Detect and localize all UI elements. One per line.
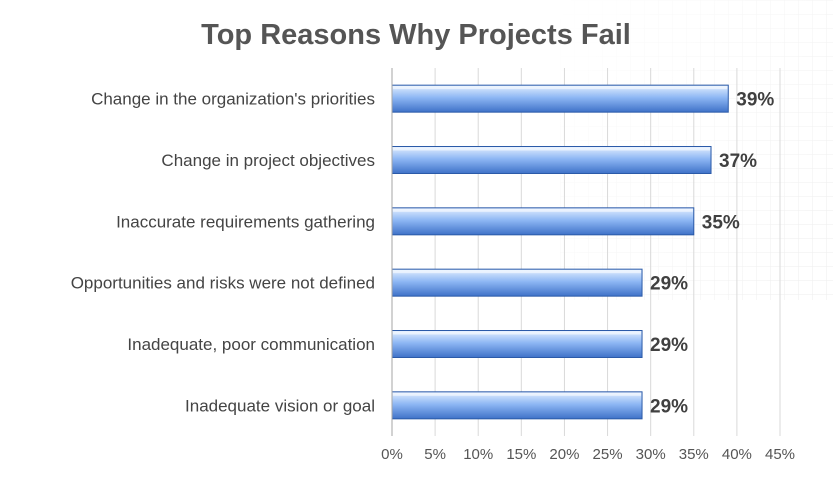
bar-highlight	[393, 86, 728, 90]
bar	[391, 146, 712, 174]
x-tick-label: 15%	[506, 446, 536, 463]
value-labels: 39% 37% 35% 29% 29% 29%	[650, 90, 774, 418]
category-label: Inaccurate requirements gathering	[116, 212, 375, 231]
data-label: 29%	[650, 396, 688, 417]
x-axis-tick-labels: 0% 5% 10% 15% 20% 25% 30% 35% 40% 45%	[381, 446, 795, 463]
bar-highlight	[393, 208, 693, 212]
data-label: 35%	[702, 212, 740, 233]
x-tick-label: 40%	[722, 446, 752, 463]
data-label: 29%	[650, 335, 688, 356]
x-tick-label: 5%	[424, 446, 446, 463]
x-tick-label: 45%	[765, 446, 795, 463]
bar	[391, 207, 695, 236]
bar-highlight	[393, 147, 711, 151]
bar	[391, 391, 643, 420]
x-tick-label: 0%	[381, 446, 403, 463]
x-tick-label: 25%	[593, 446, 623, 463]
x-tick-label: 35%	[679, 446, 709, 463]
data-label: 29%	[650, 274, 688, 295]
category-labels: Change in the organization's priorities C…	[71, 90, 375, 416]
bar	[391, 268, 643, 297]
chart-title: Top Reasons Why Projects Fail	[201, 19, 631, 51]
data-label: 39%	[736, 90, 774, 111]
x-tick-label: 10%	[463, 446, 493, 463]
x-tick-label: 20%	[549, 446, 579, 463]
category-label: Opportunities and risks were not defined	[71, 274, 375, 293]
bar-highlight	[393, 331, 642, 335]
bar-highlight	[393, 392, 642, 396]
category-label: Change in project objectives	[161, 151, 375, 170]
bar	[391, 84, 729, 113]
bar	[391, 330, 643, 358]
category-label: Inadequate vision or goal	[185, 396, 375, 415]
gridlines	[434, 68, 781, 436]
bar-highlight	[393, 270, 642, 274]
x-tick-label: 30%	[636, 446, 666, 463]
data-label: 37%	[719, 151, 757, 172]
category-label: Change in the organization's priorities	[91, 90, 375, 109]
category-label: Inadequate, poor communication	[127, 335, 375, 354]
